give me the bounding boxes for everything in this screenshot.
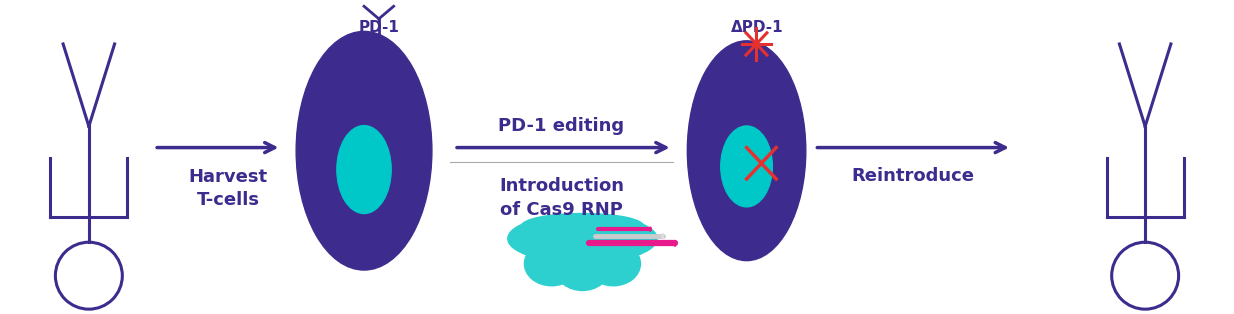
Ellipse shape bbox=[674, 241, 676, 246]
Ellipse shape bbox=[687, 41, 806, 261]
Text: Harvest
T-cells: Harvest T-cells bbox=[189, 168, 268, 209]
Text: Reintroduce: Reintroduce bbox=[851, 167, 975, 185]
Ellipse shape bbox=[555, 246, 610, 290]
Ellipse shape bbox=[586, 242, 640, 286]
Ellipse shape bbox=[661, 234, 664, 239]
Ellipse shape bbox=[521, 214, 644, 239]
Ellipse shape bbox=[296, 31, 432, 270]
Text: Introduction
of Cas9 RNP: Introduction of Cas9 RNP bbox=[499, 177, 624, 219]
Ellipse shape bbox=[721, 126, 772, 207]
Ellipse shape bbox=[524, 242, 579, 286]
Text: PD-1 editing: PD-1 editing bbox=[499, 116, 624, 135]
Ellipse shape bbox=[507, 214, 656, 263]
Text: ΔPD-1: ΔPD-1 bbox=[732, 20, 784, 35]
Ellipse shape bbox=[649, 227, 652, 231]
Ellipse shape bbox=[337, 126, 391, 214]
Text: PD-1: PD-1 bbox=[358, 20, 400, 35]
